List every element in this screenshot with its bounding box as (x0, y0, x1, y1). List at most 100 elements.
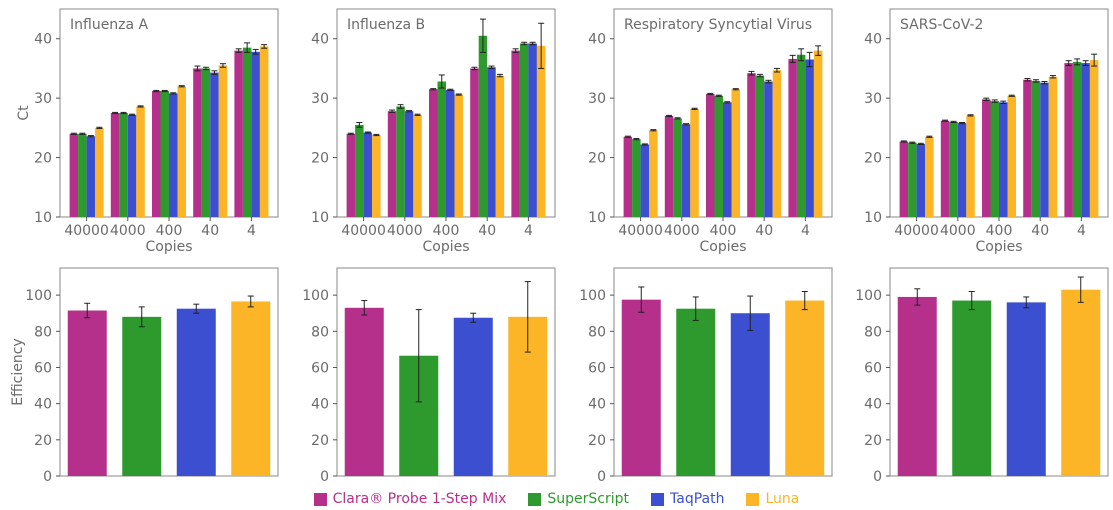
ct-y-tick-label: 30 (34, 91, 52, 107)
efficiency-bar-superscript (676, 308, 716, 476)
ct-x-tick-label: 4 (801, 223, 810, 239)
ct-panel-influenza-a: Influenza A 10 20 30 40 40000 4000 400 40 4 Copies (34, 8, 279, 255)
ct-bar-luna (454, 94, 463, 217)
ct-bar-clara (1023, 79, 1032, 217)
ct-bar-superscript (796, 54, 806, 218)
ct-bar-superscript (78, 133, 87, 217)
efficiency-y-tick-label: 80 (34, 324, 52, 340)
ct-x-tick-label: 400 (156, 223, 183, 239)
ct-bar-clara (346, 133, 356, 217)
ct-bar-superscript (160, 91, 169, 217)
ct-bar-luna (495, 75, 505, 217)
efficiency-bar-taqpath (176, 308, 216, 476)
ct-bar-clara (747, 73, 756, 217)
ct-bar-superscript (632, 139, 641, 217)
ct-bar-luna (731, 89, 740, 217)
legend-label-superscript: SuperScript (547, 491, 629, 507)
efficiency-bar-superscript (952, 300, 992, 476)
ct-panel-sars-cov-2: SARS-CoV-2 10 20 30 40 40000 4000 400 40 4 Copies (864, 8, 1109, 255)
legend-label-luna: Luna (765, 491, 800, 507)
efficiency-y-tick-label: 100 (25, 288, 52, 304)
ct-bar-taqpath (916, 143, 926, 217)
ct-x-tick-label: 4000 (387, 223, 423, 239)
ct-bar-taqpath (764, 81, 773, 217)
ct-bar-superscript (242, 47, 252, 217)
ct-bar-luna (136, 106, 145, 217)
ct-x-tick-label: 40000 (894, 223, 939, 239)
efficiency-panel-influenza-a: 0 20 40 60 80 100 (25, 267, 279, 485)
ct-x-tick-label: 4 (247, 223, 256, 239)
efficiency-panel-influenza-b: 0 20 40 60 80 100 (302, 267, 556, 485)
efficiency-bar-luna (231, 301, 271, 476)
ct-bar-taqpath (127, 114, 137, 217)
efficiency-y-tick-label: 100 (855, 288, 882, 304)
ct-bar-luna (259, 46, 269, 217)
legend-item-luna: Luna (746, 491, 799, 507)
efficiency-y-tick-label: 0 (43, 469, 52, 485)
ct-bar-clara (623, 136, 633, 217)
legend-item-taqpath: TaqPath (651, 491, 724, 507)
ct-x-tick-label: 40000 (618, 223, 663, 239)
ct-y-tick-label: 40 (34, 32, 52, 48)
ct-bar-luna (413, 114, 422, 217)
efficiency-bar-luna (785, 300, 825, 476)
efficiency-y-tick-label: 0 (597, 469, 606, 485)
ct-bar-luna (772, 70, 782, 217)
efficiency-bar-clara (897, 296, 937, 476)
legend-swatch-taqpath (651, 492, 664, 506)
ct-bar-superscript (908, 142, 917, 217)
ct-bar-taqpath (640, 144, 650, 217)
efficiency-y-tick-label: 80 (311, 324, 329, 340)
ct-bar-clara (429, 89, 438, 217)
ct-bar-taqpath (169, 93, 178, 217)
ct-x-tick-label: 4 (524, 223, 533, 239)
ct-bar-taqpath (86, 136, 96, 217)
ct-y-tick-label: 20 (34, 151, 52, 167)
ct-x-tick-label: 400 (710, 223, 737, 239)
ct-y-tick-label: 10 (864, 210, 882, 226)
efficiency-y-tick-label: 20 (864, 433, 882, 449)
ct-bar-superscript (990, 101, 999, 217)
ct-y-tick-label: 30 (588, 91, 606, 107)
ct-bar-superscript (519, 43, 529, 218)
ct-bar-clara (387, 111, 397, 217)
ct-bar-clara (470, 68, 479, 217)
efficiency-y-tick-label: 60 (34, 360, 52, 376)
legend-swatch-luna (746, 492, 760, 506)
legend: Clara® Probe 1-Step Mix SuperScript TaqP… (0, 488, 1113, 510)
efficiency-bar-clara (621, 299, 661, 476)
ct-bar-clara (982, 99, 991, 217)
ct-x-tick-label: 4000 (940, 223, 976, 239)
copies-axis-title: Copies (422, 239, 469, 255)
efficiency-y-tick-label: 100 (579, 288, 606, 304)
ct-bar-luna (177, 86, 186, 217)
ct-y-tick-label: 40 (864, 32, 882, 48)
ct-bar-taqpath (446, 89, 455, 217)
ct-x-tick-label: 4000 (664, 223, 700, 239)
ct-y-tick-label: 30 (864, 91, 882, 107)
ct-bar-superscript (355, 124, 364, 217)
efficiency-axis-title: Efficiency (10, 338, 26, 405)
ct-bar-luna (649, 130, 658, 217)
legend-swatch-clara (313, 492, 327, 506)
ct-bar-superscript (119, 113, 128, 217)
ct-y-tick-label: 40 (588, 32, 606, 48)
legend-label-taqpath: TaqPath (670, 491, 725, 507)
efficiency-panel-frame (336, 267, 556, 477)
ct-bar-superscript (1031, 80, 1041, 217)
efficiency-y-tick-label: 20 (588, 433, 606, 449)
ct-x-tick-label: 400 (433, 223, 460, 239)
efficiency-bar-taqpath (730, 313, 770, 476)
efficiency-panel-frame (889, 267, 1109, 477)
ct-bar-taqpath (404, 111, 414, 217)
ct-x-tick-label: 40000 (341, 223, 386, 239)
copies-axis-title: Copies (975, 239, 1022, 255)
ct-bar-clara (664, 115, 674, 217)
ct-bar-clara (788, 58, 797, 217)
efficiency-y-tick-label: 20 (34, 433, 52, 449)
ct-bar-clara (152, 91, 161, 217)
efficiency-y-tick-label: 20 (311, 433, 329, 449)
ct-bar-luna (966, 115, 975, 217)
efficiency-y-tick-label: 40 (34, 397, 52, 413)
ct-y-tick-label: 10 (588, 210, 606, 226)
